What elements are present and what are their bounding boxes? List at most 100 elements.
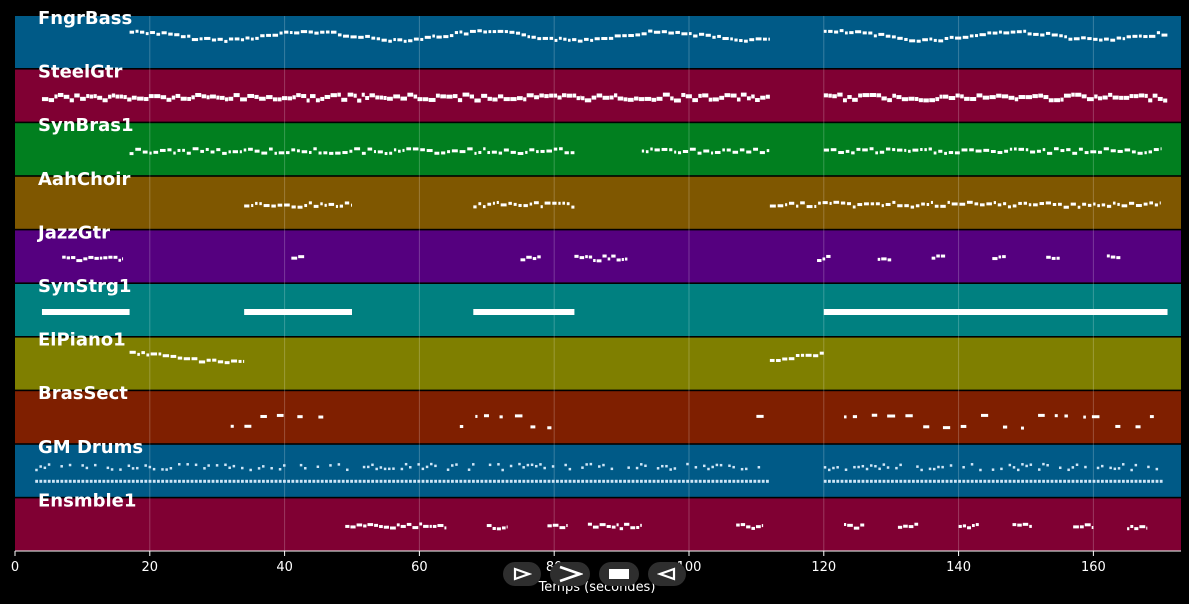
note — [981, 413, 989, 417]
note — [1151, 479, 1155, 483]
note — [949, 479, 953, 483]
note — [1082, 202, 1087, 206]
note — [1046, 479, 1050, 483]
note — [852, 205, 856, 209]
play-button[interactable] — [503, 562, 541, 586]
note — [991, 468, 995, 471]
note — [175, 93, 181, 98]
note — [131, 479, 135, 483]
note — [923, 425, 930, 429]
note — [761, 479, 765, 483]
note — [1161, 33, 1168, 37]
stop-button[interactable] — [599, 562, 639, 586]
note — [1133, 94, 1139, 99]
note — [1121, 204, 1128, 208]
note — [510, 150, 516, 154]
note — [822, 201, 828, 205]
note — [173, 151, 176, 155]
note — [150, 31, 155, 35]
note — [862, 148, 868, 152]
note — [934, 204, 939, 208]
note — [682, 150, 689, 154]
note — [832, 466, 835, 470]
note — [249, 479, 253, 483]
note — [806, 205, 813, 209]
note — [412, 147, 419, 151]
note — [278, 151, 285, 155]
note — [1038, 93, 1044, 98]
note — [918, 98, 923, 103]
note — [222, 151, 227, 155]
note — [408, 39, 413, 43]
note — [989, 95, 996, 100]
note — [192, 147, 199, 151]
rewind-button[interactable] — [648, 562, 686, 586]
note — [753, 147, 759, 151]
note — [217, 360, 224, 364]
note — [432, 524, 437, 528]
note — [887, 98, 892, 103]
note — [1058, 479, 1062, 483]
fast-forward-button[interactable] — [550, 562, 590, 586]
note — [928, 479, 932, 483]
playback-controls — [500, 562, 690, 588]
grid-layer — [149, 16, 1094, 551]
note — [877, 257, 881, 261]
note — [915, 96, 919, 101]
note — [66, 256, 71, 260]
note — [520, 258, 526, 262]
note — [313, 204, 319, 208]
note — [472, 479, 475, 483]
note — [624, 257, 628, 261]
note — [711, 151, 714, 155]
note — [404, 462, 408, 466]
note — [357, 98, 362, 103]
note — [708, 97, 713, 102]
note — [230, 424, 234, 428]
note — [145, 32, 149, 36]
note — [1068, 37, 1073, 41]
note — [225, 97, 229, 102]
note — [442, 479, 446, 483]
note — [703, 149, 710, 153]
note — [581, 479, 585, 483]
note — [487, 151, 491, 155]
note — [958, 524, 962, 528]
note — [362, 479, 366, 483]
note — [1087, 203, 1092, 207]
note — [728, 479, 732, 483]
note — [814, 204, 817, 208]
note — [760, 95, 766, 100]
note — [1008, 463, 1012, 467]
note — [916, 479, 919, 483]
note — [39, 465, 42, 468]
note — [131, 95, 137, 100]
note — [63, 94, 70, 99]
note — [207, 479, 211, 483]
note — [504, 30, 508, 34]
note — [41, 97, 49, 102]
note — [367, 465, 370, 469]
note — [233, 93, 240, 98]
note — [970, 479, 974, 483]
note — [959, 202, 966, 206]
note — [170, 354, 177, 358]
note — [60, 465, 63, 468]
note — [648, 29, 653, 33]
note — [1010, 30, 1016, 34]
track-label: BrasSect — [38, 383, 128, 404]
note — [424, 35, 431, 39]
note — [944, 36, 949, 40]
note — [441, 151, 446, 155]
note — [347, 92, 354, 97]
note — [739, 39, 743, 43]
note — [594, 37, 600, 41]
note — [195, 93, 202, 98]
note — [845, 149, 850, 153]
note — [35, 468, 38, 472]
note — [278, 479, 282, 483]
note — [165, 479, 169, 483]
rewind-icon — [657, 567, 676, 581]
note — [291, 256, 298, 260]
note — [822, 257, 826, 261]
